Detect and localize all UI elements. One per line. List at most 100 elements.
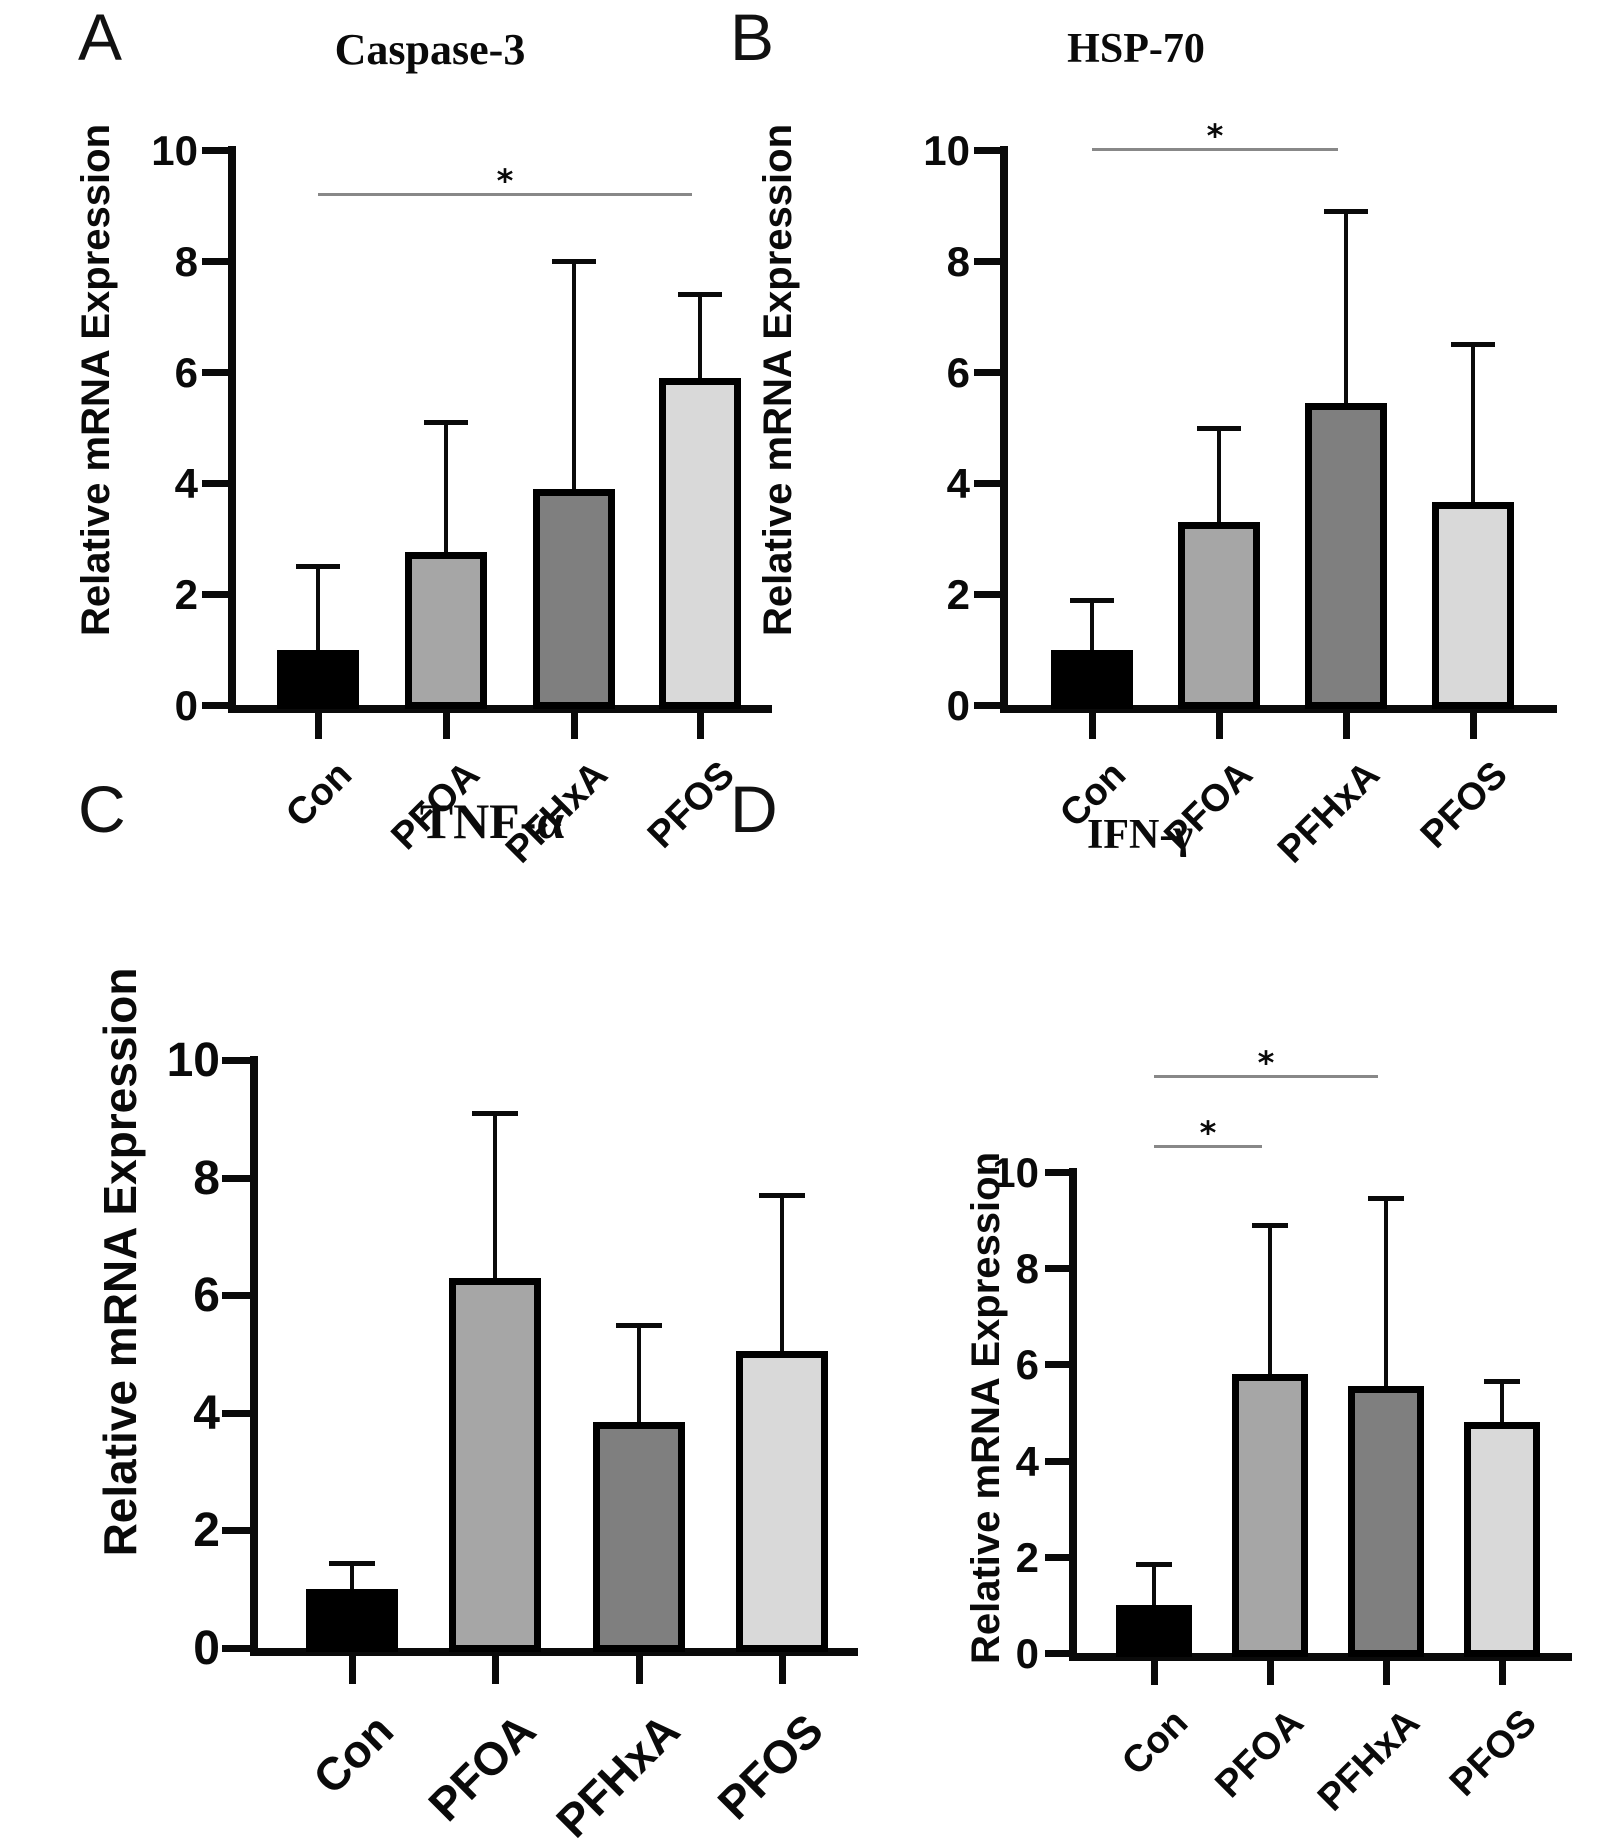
x-axis — [228, 705, 772, 713]
y-tick — [222, 1409, 250, 1417]
y-tick — [202, 258, 228, 265]
y-tick-label: 0 — [193, 1622, 220, 1676]
y-tick — [222, 1527, 250, 1535]
y-tick-label: 10 — [992, 1149, 1039, 1197]
panel-title-hsp-70: HSP-70 — [1067, 26, 1205, 72]
x-axis-label: PFOS — [639, 753, 743, 857]
bar-con — [277, 649, 359, 709]
bar-con — [1116, 1604, 1192, 1657]
bar-pfoa — [1232, 1374, 1308, 1657]
y-axis — [1000, 146, 1008, 709]
x-tick — [571, 713, 578, 739]
bar-pfos — [1432, 502, 1514, 709]
x-axis-label: PFHxA — [546, 1703, 690, 1846]
error-bar — [316, 566, 320, 660]
bar-pfhxa — [1348, 1386, 1424, 1657]
error-bar-cap — [1484, 1379, 1520, 1385]
panel-title-tnf-alpha: TNF-α — [419, 793, 565, 849]
bar-pfoa — [449, 1277, 541, 1652]
error-bar-cap — [1451, 342, 1495, 348]
y-tick-label: 0 — [174, 682, 198, 730]
significance-line — [1092, 148, 1338, 151]
error-bar-cap — [1324, 209, 1368, 215]
bar-pfoa — [1178, 521, 1260, 709]
x-axis-label: PFOS — [707, 1703, 833, 1830]
error-bar-cap — [678, 292, 722, 298]
significance-line — [318, 193, 692, 196]
y-tick — [1045, 1265, 1069, 1273]
y-tick-label: 10 — [151, 127, 198, 175]
bar-pfos — [1464, 1422, 1540, 1657]
error-bar-cap — [424, 419, 468, 425]
error-bar — [698, 294, 702, 388]
error-bar — [780, 1195, 784, 1362]
y-tick — [974, 369, 1000, 376]
x-axis — [1000, 705, 1557, 713]
x-axis — [1069, 1653, 1572, 1661]
y-tick — [202, 702, 228, 709]
x-tick — [636, 1656, 643, 1684]
y-axis-label-d: Relative mRNA Expression — [964, 1151, 1008, 1665]
y-tick-label: 4 — [174, 460, 198, 508]
x-tick — [697, 713, 704, 739]
y-tick — [222, 1174, 250, 1182]
y-axis — [250, 1056, 258, 1652]
error-bar — [637, 1324, 641, 1432]
error-bar-cap — [616, 1322, 662, 1328]
x-tick — [1383, 1661, 1390, 1685]
x-tick — [1499, 1661, 1506, 1685]
significance-asterisk: * — [496, 162, 514, 200]
y-tick-label: 6 — [1015, 1341, 1039, 1389]
y-tick — [974, 147, 1000, 154]
error-bar — [1090, 599, 1094, 660]
error-bar-cap — [472, 1110, 518, 1116]
y-tick-label: 10 — [166, 1034, 220, 1088]
x-axis-label: Con — [1114, 1701, 1197, 1784]
y-tick-label: 6 — [174, 349, 198, 397]
y-tick — [202, 369, 228, 376]
y-tick — [974, 258, 1000, 265]
y-tick-label: 4 — [1015, 1437, 1039, 1485]
y-tick-label: 2 — [174, 571, 198, 619]
y-tick — [202, 147, 228, 154]
y-tick-label: 8 — [1015, 1245, 1039, 1293]
x-axis-label: PFOS — [1412, 753, 1516, 857]
x-tick — [492, 1656, 499, 1684]
error-bar-cap — [296, 564, 340, 570]
bar-pfos — [736, 1351, 828, 1652]
error-bar-cap — [1070, 597, 1114, 603]
x-tick — [1089, 713, 1096, 739]
x-tick — [1267, 1661, 1274, 1685]
x-tick — [349, 1656, 356, 1684]
y-tick — [974, 702, 1000, 709]
bar-pfhxa — [533, 488, 615, 709]
error-bar — [572, 261, 576, 499]
y-tick-label: 2 — [193, 1504, 220, 1558]
x-axis-label: PFOS — [1441, 1701, 1545, 1805]
error-bar — [1268, 1224, 1272, 1385]
panel-letter-d: D — [730, 772, 778, 846]
significance-asterisk: * — [1199, 1114, 1217, 1152]
error-bar-cap — [1136, 1562, 1172, 1567]
y-tick-label: 0 — [1015, 1630, 1039, 1678]
y-axis — [1069, 1168, 1077, 1657]
panel-letter-a: A — [78, 0, 123, 74]
x-tick — [779, 1656, 786, 1684]
significance-asterisk: * — [1257, 1044, 1275, 1082]
error-bar-cap — [1368, 1196, 1404, 1202]
x-tick — [1151, 1661, 1158, 1685]
x-axis-label: Con — [302, 1703, 403, 1804]
x-axis — [250, 1648, 858, 1656]
error-bar — [1500, 1381, 1504, 1433]
y-tick — [1045, 1650, 1069, 1657]
y-tick — [974, 480, 1000, 487]
y-tick-label: 8 — [193, 1151, 220, 1205]
bar-pfoa — [405, 552, 487, 709]
x-tick — [1343, 713, 1350, 739]
error-bar-cap — [1197, 425, 1241, 431]
x-tick — [315, 713, 322, 739]
significance-asterisk: * — [1206, 117, 1224, 155]
y-tick — [222, 1645, 250, 1652]
bar-pfos — [659, 377, 741, 709]
